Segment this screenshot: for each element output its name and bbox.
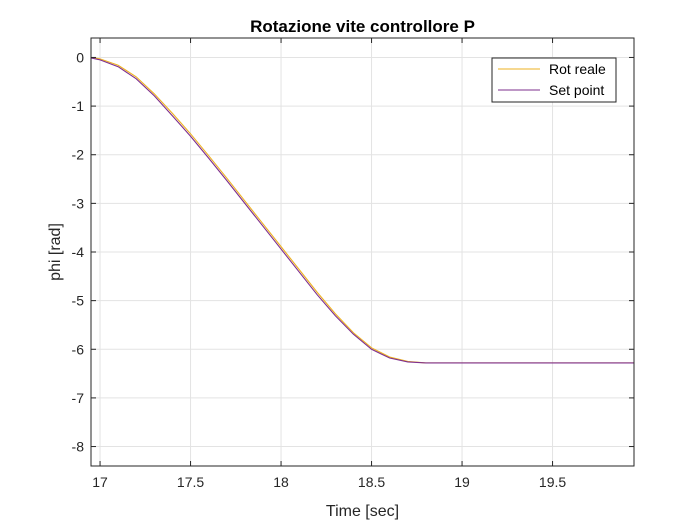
x-tick-label: 19 <box>454 474 470 490</box>
series-line-1 <box>90 57 634 364</box>
x-axis-label: Time [sec] <box>326 503 399 520</box>
legend-entry-set-point: Set point <box>549 82 604 98</box>
x-tick-label: 18.5 <box>358 474 385 490</box>
y-tick-label: -4 <box>72 244 85 260</box>
y-tick-label: -8 <box>72 439 85 455</box>
x-tick-label: 17.5 <box>177 474 204 490</box>
legend: Rot reale Set point <box>491 57 617 103</box>
y-tick-label: -3 <box>72 195 85 211</box>
y-tick-label: -7 <box>72 390 85 406</box>
legend-box <box>491 57 617 103</box>
axis-ticks <box>91 38 634 466</box>
legend-entry-rot-reale: Rot reale <box>549 61 606 77</box>
y-tick-label: -2 <box>72 147 85 163</box>
y-tick-label: -1 <box>72 98 85 114</box>
tick-labels: 17 17.5 18 18.5 19 19.5 0 -1 -2 -3 -4 -5 -6 -7 -8 <box>72 49 567 490</box>
x-tick-label: 19.5 <box>539 474 566 490</box>
series-lines <box>90 56 634 364</box>
chart-title: Rotazione vite controllore P <box>250 17 475 36</box>
y-tick-label: -6 <box>72 341 85 357</box>
grid-lines <box>91 38 634 466</box>
y-tick-label: -5 <box>72 293 85 309</box>
x-tick-label: 18 <box>273 474 289 490</box>
x-tick-label: 17 <box>92 474 108 490</box>
y-axis-label: phi [rad] <box>47 223 64 281</box>
y-tick-label: 0 <box>76 49 84 65</box>
